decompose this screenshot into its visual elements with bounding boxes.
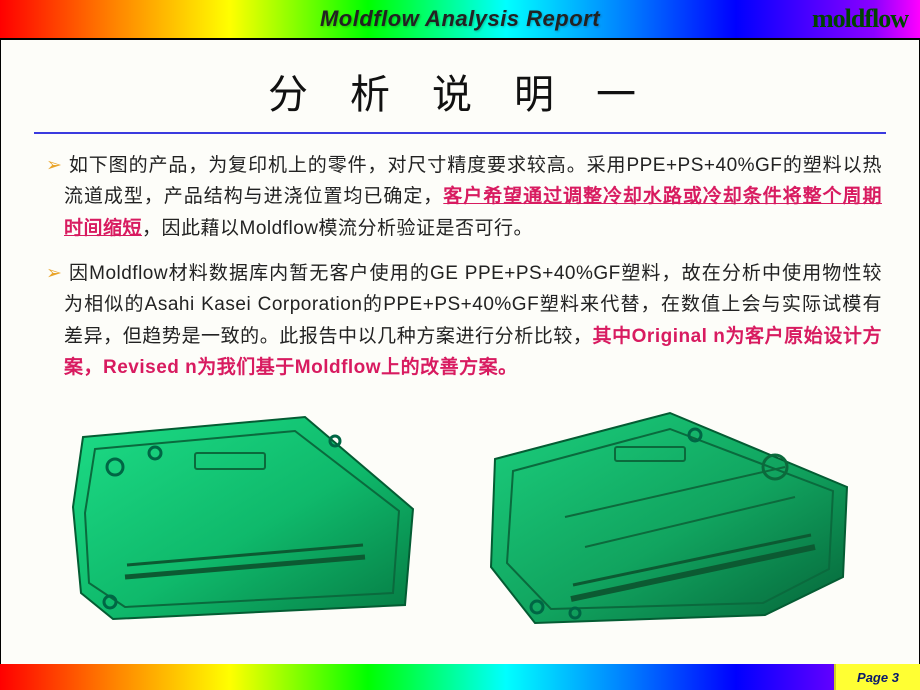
paragraph-2: ➢因Moldflow材料数据库内暂无客户使用的GE PPE+PS+40%GF塑料… [46,258,882,383]
page-number-box: Page 3 [834,664,920,690]
moldflow-logo: moldflow [812,4,908,34]
page-title-wrap: 分 析 说 明 一 [0,62,920,120]
page-title: 分 析 说 明 一 [268,72,652,117]
figure-right [465,397,865,632]
paragraph-1: ➢如下图的产品，为复印机上的零件，对尺寸精度要求较高。采用PPE+PS+40%G… [46,150,882,244]
p1-post: ，因此藉以Moldflow模流分析验证是否可行。 [142,218,533,239]
slide-container: Moldflow Analysis Report moldflow 分 析 说 … [0,0,920,690]
part-top-view-icon [55,397,435,632]
figures-row [0,397,920,632]
header-bar: Moldflow Analysis Report moldflow [0,0,920,40]
body-text: ➢如下图的产品，为复印机上的零件，对尺寸精度要求较高。采用PPE+PS+40%G… [0,134,920,383]
page-number-label: Page 3 [857,670,899,685]
bullet-icon: ➢ [46,155,62,176]
bullet-icon: ➢ [46,263,62,284]
header-title: Moldflow Analysis Report [320,6,600,32]
footer-bar [0,664,920,690]
part-bottom-view-icon [465,397,865,632]
figure-left [55,397,435,632]
moldflow-logo-text: moldflow [812,4,908,34]
